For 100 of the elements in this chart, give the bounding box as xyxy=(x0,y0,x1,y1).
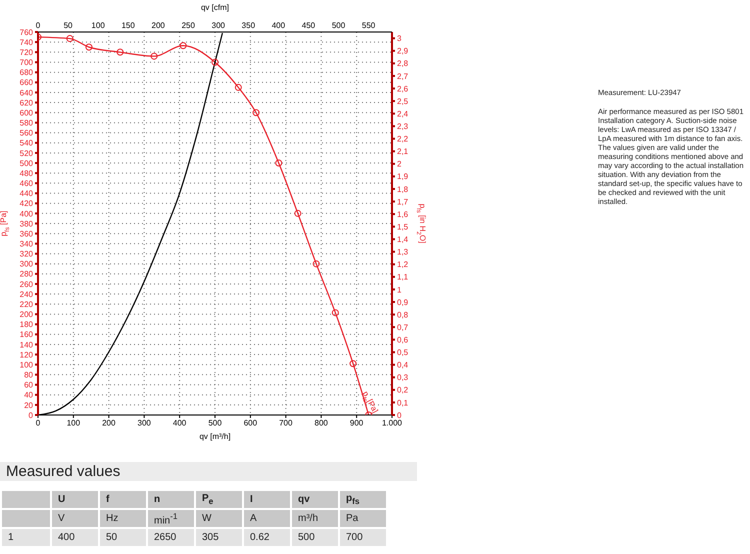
y2-tick-label: 1,1 xyxy=(397,272,409,282)
y-tick-label: 640 xyxy=(20,88,34,98)
category-label: p$_{fs}$ xyxy=(340,491,386,508)
x-tick-label: 600 xyxy=(244,418,258,428)
y2-tick-label: 1,6 xyxy=(397,210,409,219)
category-label: qv xyxy=(292,491,338,508)
category-label: P$_{e}$ xyxy=(196,491,242,508)
y-tick-label: 320 xyxy=(20,250,34,259)
point xyxy=(252,109,260,116)
x2-tick-label: 50 xyxy=(64,21,74,30)
y2-tick-label: 2,1 xyxy=(397,147,409,156)
x-tick-label: 100 xyxy=(66,418,81,428)
y2-tick-label: 1 xyxy=(397,285,402,294)
text: 400 xyxy=(58,532,75,544)
point xyxy=(66,35,74,42)
y2-tick-label: 0,3 xyxy=(397,373,409,382)
y-tick-label: 600 xyxy=(20,108,34,118)
x2-tick-label: 500 xyxy=(332,21,346,30)
point xyxy=(275,160,282,167)
y2-tick-label: 0,5 xyxy=(397,348,409,358)
category-label: f xyxy=(100,491,146,508)
y2-tick-label: 2,9 xyxy=(397,46,409,56)
category-label: U xyxy=(52,491,98,508)
y2-tick-label: 2,4 xyxy=(397,109,409,118)
point xyxy=(212,58,218,66)
y-tick-label: 620 xyxy=(20,98,34,108)
text: Hz xyxy=(106,513,118,524)
y-tick-label: 300 xyxy=(20,260,34,269)
x-tick-label: 500 xyxy=(208,418,222,428)
x2-tick-label: 450 xyxy=(302,21,316,30)
y-tick-label: 540 xyxy=(20,138,34,148)
y2-tick-label: 1,7 xyxy=(397,197,409,206)
y2-tick-label: 0,4 xyxy=(397,360,409,370)
y2-tick-label: 2,3 xyxy=(397,122,409,132)
y-tick-label: 360 xyxy=(20,229,34,238)
text: 305 xyxy=(202,532,219,544)
point xyxy=(350,360,357,368)
point xyxy=(234,84,242,91)
y2-tick-label: 1,4 xyxy=(397,235,409,244)
x-tick-label: 700 xyxy=(279,418,294,428)
category-label: 1 xyxy=(8,532,14,544)
x-tick-label: 1.000 xyxy=(382,418,403,428)
y2-tick-label: 2,2 xyxy=(397,134,409,144)
y-tick-label: 260 xyxy=(20,280,34,289)
x-tick-label: 800 xyxy=(314,418,328,428)
y2-tick-label: 0,7 xyxy=(397,322,409,332)
y-tick-label: 740 xyxy=(20,38,34,47)
y-tick-label: 460 xyxy=(20,179,34,188)
y2-tick-label: 1,5 xyxy=(397,222,409,232)
y2-tick-label: 2,6 xyxy=(397,84,409,94)
y-tick-label: 0 xyxy=(28,410,34,420)
x-tick-label: 300 xyxy=(138,418,152,428)
y-tick-label: 220 xyxy=(20,300,34,309)
y-tick-label: 480 xyxy=(20,168,34,178)
text: min$^{-1}$ xyxy=(154,511,178,526)
y2-tick-label: 2,7 xyxy=(397,72,409,81)
y-tick-label: 120 xyxy=(20,350,34,360)
x2-tick-label: 100 xyxy=(91,21,106,30)
y-tick-label: 500 xyxy=(20,158,34,168)
text: 0.62 xyxy=(250,532,270,544)
x-axis-title: qv [m³/h] xyxy=(199,432,231,441)
text: A xyxy=(250,513,257,524)
text: 500 xyxy=(298,532,315,544)
y2-tick-label: 0,2 xyxy=(397,386,409,395)
y-tick-label: 200 xyxy=(20,310,34,320)
y2-tick-label: 3 xyxy=(397,34,402,44)
y-tick-label: 40 xyxy=(24,390,34,400)
y-tick-label: 680 xyxy=(20,68,34,78)
x-tick-label: 900 xyxy=(350,418,364,428)
y-tick-label: 280 xyxy=(20,270,34,279)
x2-tick-label: 250 xyxy=(182,21,196,30)
x2-axis-title: qv [cfm] xyxy=(200,3,230,12)
y-tick-label: 560 xyxy=(20,128,34,138)
y2-tick-label: 1,8 xyxy=(397,184,409,194)
text: W xyxy=(202,513,212,524)
y-tick-label: 80 xyxy=(24,370,34,380)
point xyxy=(294,210,302,217)
y-tick-label: 660 xyxy=(20,78,34,88)
y-tick-label: 520 xyxy=(20,148,34,158)
y2-tick-label: 1,3 xyxy=(397,248,409,257)
y2-tick-label: 0,6 xyxy=(397,335,409,344)
point xyxy=(85,44,92,51)
y-tick-label: 420 xyxy=(20,199,34,208)
y-tick-label: 100 xyxy=(20,360,34,370)
x2-tick-label: 150 xyxy=(121,21,136,30)
y-tick-label: 60 xyxy=(24,380,34,390)
x-tick-label: 400 xyxy=(172,418,187,428)
y2-tick-label: 1,2 xyxy=(397,260,409,270)
point xyxy=(150,52,158,60)
y-tick-label: 160 xyxy=(20,330,34,340)
x2-tick-label: 550 xyxy=(362,21,376,30)
x-tick-label: 200 xyxy=(102,418,116,428)
point xyxy=(312,260,320,268)
y-tick-label: 400 xyxy=(20,209,34,218)
x2-tick-label: 0 xyxy=(36,21,41,30)
y2-tick-label: 2 xyxy=(397,160,402,169)
y2-tick-label: 0,8 xyxy=(397,310,409,320)
x-tick-label: 0 xyxy=(36,418,41,428)
text: 2650 xyxy=(154,532,176,544)
x2-tick-label: 400 xyxy=(272,21,286,30)
